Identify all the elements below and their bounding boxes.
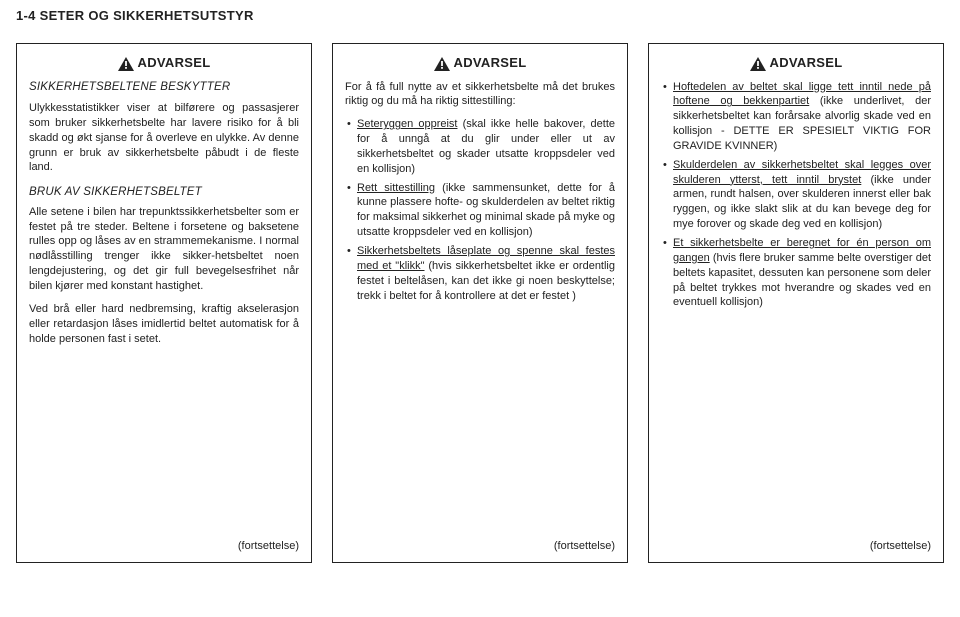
columns-container: ADVARSEL SIKKERHETSBELTENE BESKYTTER Uly… (0, 27, 960, 563)
list-text: (hvis flere bruker samme belte overstige… (673, 252, 931, 309)
list-item: Seteryggen oppreist (skal ikke helle bak… (345, 117, 615, 176)
warning-label-2: ADVARSEL (454, 55, 527, 70)
warning-title-1: ADVARSEL (29, 54, 299, 72)
page-header: 1-4 SETER OG SIKKERHETSUTSTYR (0, 0, 960, 27)
continuation-3: (fortsettelse) (661, 533, 931, 554)
col2-list: Seteryggen oppreist (skal ikke helle bak… (345, 117, 615, 307)
warning-icon (434, 57, 450, 71)
col1-para3: Ved brå eller hard nedbremsing, kraftig … (29, 302, 299, 347)
list-item: Sikkerhetsbeltets låseplate og spenne sk… (345, 244, 615, 303)
warning-icon (118, 57, 134, 71)
list-item: Hoftedelen av beltet skal ligge tett inn… (661, 80, 931, 154)
warning-title-2: ADVARSEL (345, 54, 615, 72)
warning-box-1: ADVARSEL SIKKERHETSBELTENE BESKYTTER Uly… (16, 43, 312, 563)
col1-section-head: BRUK AV SIKKERHETSBELTET (29, 185, 299, 201)
col3-list: Hoftedelen av beltet skal ligge tett inn… (661, 80, 931, 315)
underline-text: Seteryggen oppreist (357, 118, 457, 130)
list-item: Et sikkerhetsbelte er beregnet for én pe… (661, 236, 931, 310)
warning-label-3: ADVARSEL (770, 55, 843, 70)
warning-title-3: ADVARSEL (661, 54, 931, 72)
warning-box-3: ADVARSEL Hoftedelen av beltet skal ligge… (648, 43, 944, 563)
col1-subhead: SIKKERHETSBELTENE BESKYTTER (29, 80, 299, 96)
continuation-2: (fortsettelse) (345, 533, 615, 554)
warning-icon (750, 57, 766, 71)
col1-para1: Ulykkesstatistikker viser at bilførere o… (29, 101, 299, 175)
col1-para2: Alle setene i bilen har trepunktssikkerh… (29, 205, 299, 294)
warning-label-1: ADVARSEL (138, 55, 211, 70)
underline-text: Rett sittestilling (357, 182, 435, 194)
col2-intro: For å få full nytte av et sikkerhetsbelt… (345, 80, 615, 110)
list-item: Rett sittestilling (ikke sammensunket, d… (345, 181, 615, 240)
warning-box-2: ADVARSEL For å få full nytte av et sikke… (332, 43, 628, 563)
list-item: Skulderdelen av sikkerhetsbeltet skal le… (661, 158, 931, 232)
continuation-1: (fortsettelse) (29, 533, 299, 554)
